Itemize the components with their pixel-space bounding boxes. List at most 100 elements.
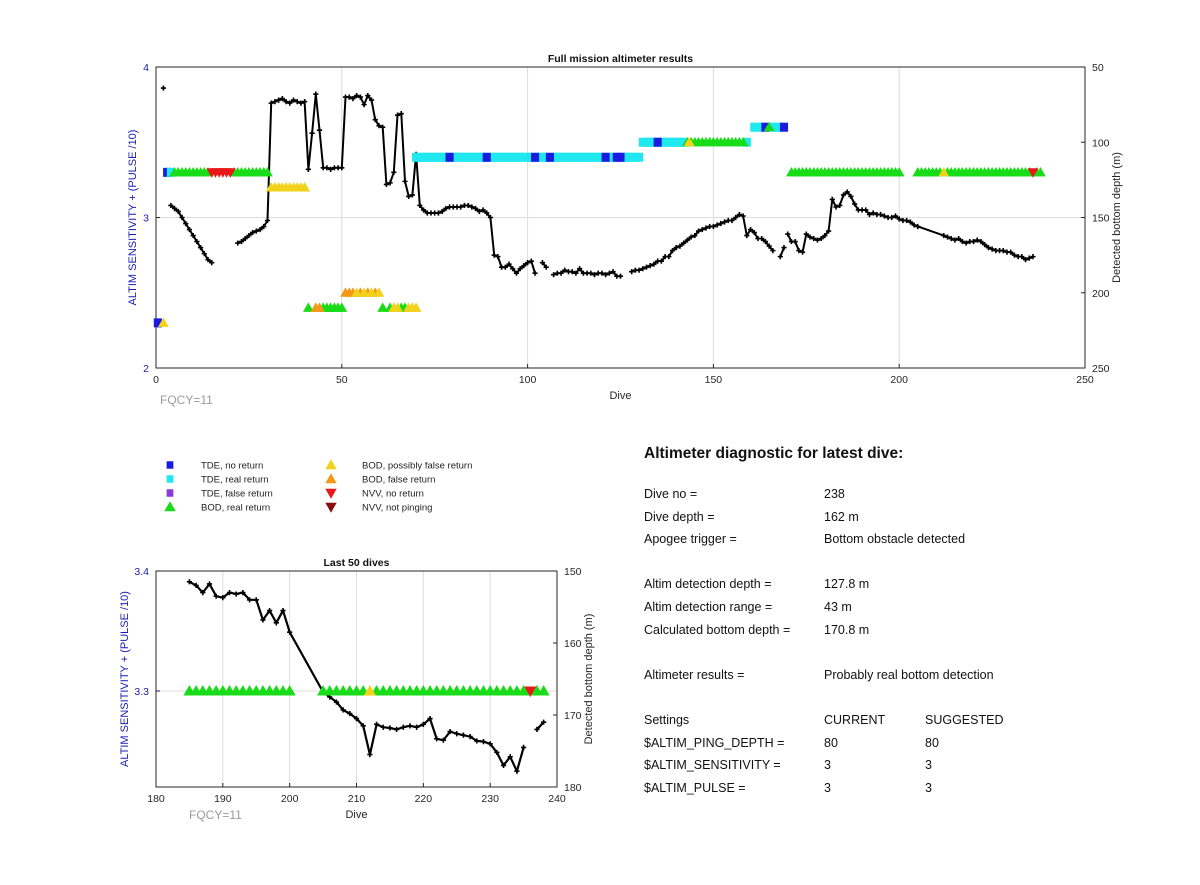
legend-marker-bod-possibly-false bbox=[325, 459, 337, 470]
depth-point bbox=[487, 214, 494, 221]
depth-point bbox=[309, 130, 315, 136]
depth-point bbox=[603, 272, 609, 278]
legend-label: NVV, no return bbox=[362, 489, 424, 500]
y-tick-label: 3.3 bbox=[134, 686, 149, 698]
depth-point bbox=[629, 269, 635, 275]
depth-point bbox=[346, 94, 352, 100]
current-label: CURRENT bbox=[824, 712, 886, 727]
depth-point bbox=[333, 699, 340, 705]
depth-point bbox=[367, 752, 373, 758]
depth-point bbox=[474, 738, 480, 744]
altim-marker-bod-real-return bbox=[537, 685, 550, 696]
x-tick-label: 200 bbox=[281, 793, 299, 805]
altim-marker-tde-no-return bbox=[482, 152, 491, 162]
chart-title: Last 50 dives bbox=[324, 557, 390, 569]
x-tick-label: 0 bbox=[153, 374, 159, 386]
depth-point bbox=[246, 597, 253, 603]
altim-marker-tde-no-return bbox=[761, 122, 770, 132]
setting-current: 3 bbox=[824, 758, 831, 773]
altim-marker-tde-no-return bbox=[153, 318, 162, 328]
depth-point bbox=[766, 243, 772, 249]
x-tick-label: 100 bbox=[519, 374, 537, 386]
depth-point bbox=[844, 189, 850, 195]
depth-point bbox=[417, 202, 423, 209]
depth-point bbox=[539, 260, 546, 266]
depth-point bbox=[944, 234, 951, 240]
y2-tick-label: 150 bbox=[564, 566, 582, 578]
depth-point bbox=[669, 248, 676, 254]
depth-point bbox=[440, 737, 446, 743]
setting-suggested: 3 bbox=[925, 780, 932, 795]
depth-point bbox=[220, 595, 226, 601]
depth-point bbox=[904, 217, 910, 224]
depth-point bbox=[276, 97, 282, 103]
depth-point bbox=[400, 724, 406, 730]
y2-tick-label: 180 bbox=[564, 782, 582, 794]
depth-point bbox=[209, 260, 215, 266]
legend: TDE, no return TDE, real return TDE, false… bbox=[164, 459, 472, 514]
depth-point bbox=[770, 248, 776, 254]
altim-marker-bod-real-return bbox=[737, 136, 749, 147]
altim-marker-bod-possibly-false bbox=[366, 287, 377, 297]
altim-marker-tde-no-return bbox=[545, 152, 554, 162]
legend-label: TDE, false return bbox=[201, 489, 273, 500]
depth-point bbox=[833, 204, 839, 210]
depth-point bbox=[974, 237, 980, 243]
x-tick-label: 50 bbox=[336, 374, 348, 386]
dive-no-value: 238 bbox=[824, 487, 845, 501]
x-axis-label: Dive bbox=[609, 390, 631, 402]
depth-point bbox=[190, 232, 196, 239]
depth-point bbox=[201, 251, 207, 257]
altim-marker-bod-real-return bbox=[262, 166, 273, 177]
depth-point bbox=[487, 741, 493, 747]
depth-point bbox=[643, 264, 650, 270]
legend-marker-tde-false-return bbox=[166, 489, 174, 497]
depth-point bbox=[785, 231, 791, 237]
altim-marker-tde-real-return bbox=[635, 152, 644, 162]
altim-marker-nvv-no-return bbox=[224, 168, 236, 178]
depth-point bbox=[551, 272, 557, 278]
depth-point bbox=[558, 270, 564, 276]
altimeter-results-value: Probably real bottom detection bbox=[824, 667, 994, 682]
depth-point bbox=[283, 99, 289, 105]
depth-point bbox=[1011, 252, 1017, 258]
depth-point bbox=[647, 263, 653, 269]
legend-marker-tde-no-return bbox=[166, 461, 174, 469]
depth-point bbox=[264, 217, 271, 224]
depth-point bbox=[168, 202, 174, 209]
depth-point bbox=[532, 270, 538, 276]
full-mission-chart: 0 50 100 150 200 250 2 3 4 50 100 150 200 250 Full mis… bbox=[127, 53, 1123, 407]
setting-row-pulse: $ALTIM_PULSE = 3 3 bbox=[644, 777, 1164, 800]
dive-no-row: Dive no = 238 bbox=[644, 483, 1164, 506]
depth-point bbox=[447, 728, 453, 735]
depth-point bbox=[272, 99, 278, 105]
calculated-depth-row: Calculated bottom depth = 170.8 m bbox=[644, 619, 1164, 642]
depth-point bbox=[569, 269, 575, 275]
depth-point bbox=[736, 211, 743, 218]
depth-point bbox=[350, 96, 356, 102]
altim-marker-bod-real-return bbox=[336, 302, 348, 312]
depth-point bbox=[911, 222, 917, 228]
depth-point bbox=[480, 207, 486, 213]
depth-point bbox=[302, 99, 308, 105]
depth-point bbox=[520, 744, 527, 750]
x-tick-label: 250 bbox=[1076, 374, 1094, 386]
dive-depth-label: Dive depth = bbox=[644, 509, 715, 524]
depth-point bbox=[963, 240, 969, 246]
depth-point bbox=[807, 234, 813, 240]
spacer bbox=[644, 641, 1164, 664]
depth-point bbox=[279, 96, 285, 102]
depth-point bbox=[340, 707, 346, 713]
fqcy-annotation: FQCY=11 bbox=[160, 393, 213, 407]
altim-marker-tde-no-return bbox=[530, 152, 540, 162]
depth-point bbox=[233, 591, 239, 597]
depth-point bbox=[985, 245, 991, 251]
legend-marker-bod-real-return bbox=[164, 501, 176, 512]
depth-point bbox=[226, 590, 233, 596]
depth-point bbox=[242, 235, 248, 242]
depth-point bbox=[848, 193, 854, 200]
depth-point bbox=[260, 617, 266, 623]
depth-point bbox=[414, 724, 420, 730]
depth-point bbox=[500, 762, 507, 768]
detection-range-value: 43 m bbox=[824, 599, 852, 614]
